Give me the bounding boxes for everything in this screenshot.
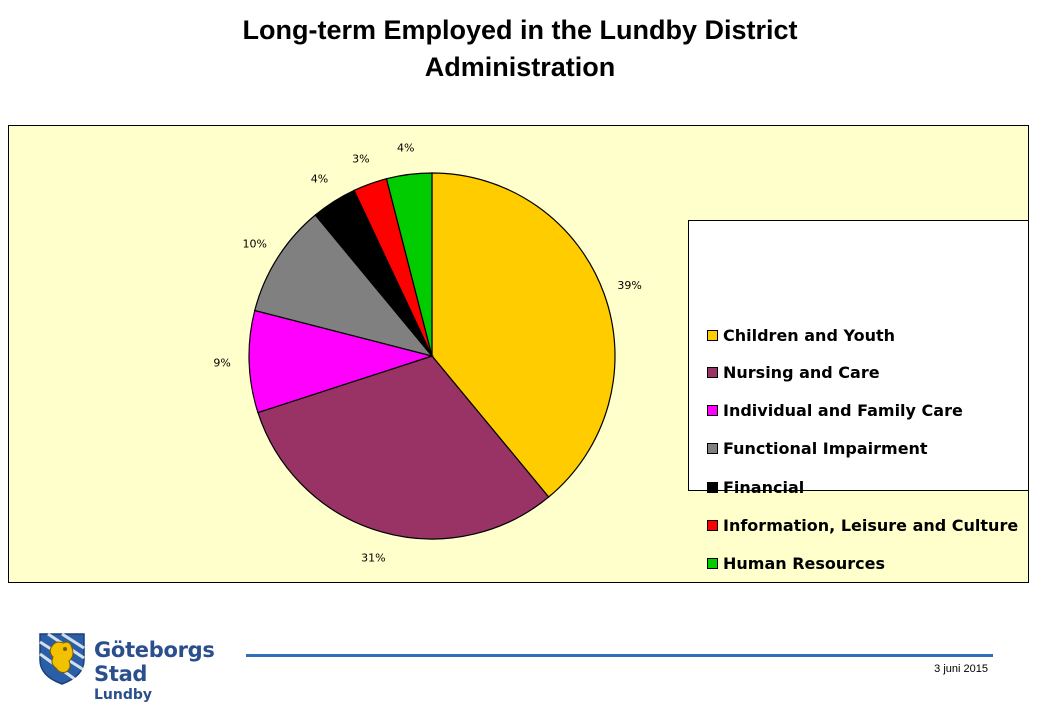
chart-title-line-2: Administration [424,52,616,82]
legend-label: Individual and Family Care [723,400,963,420]
legend-label: Nursing and Care [723,362,880,382]
legend-label: Information, Leisure and Culture [723,515,1019,535]
legend-swatch [707,404,718,416]
legend-swatch [707,557,718,569]
legend-item: Children and Youth [707,325,895,345]
logo-name: Göteborgs Stad [94,638,215,686]
legend-swatch [707,329,718,341]
pie-data-label: 3% [352,152,369,165]
legend-swatch [707,442,718,454]
pie-slice-nursing-and-care [257,355,550,540]
pie-slice-children-and-youth [431,172,616,498]
legend-item: Information, Leisure and Culture [707,515,1018,535]
plot-area: 39% 31% 9% 10% 4% 3% 4% Children and Youth Nur… [8,125,1029,583]
logo-subtitle: Lundby [94,687,153,703]
goteborgs-stad-logo: Göteborgs Stad Lundby [36,630,241,703]
pie-data-label: 4% [311,173,328,186]
pie-slice-individual-and-family-care [248,309,435,414]
footer-date: 3 juni 2015 [934,663,988,675]
legend-swatch [707,366,718,378]
pie-slice-functional-impairment [254,214,434,358]
legend-swatch [707,481,718,493]
pie-data-label: 39% [617,279,641,292]
chart-title-line-1: Long-term Employed in the Lundby Distric… [242,15,798,45]
pie-data-label: 10% [242,237,266,250]
legend-item: Individual and Family Care [707,400,963,420]
footer-divider [246,654,993,657]
pie-data-label: 9% [213,357,230,370]
legend-label: Children and Youth [723,325,896,345]
pie-data-label: 4% [397,142,414,155]
legend-item: Nursing and Care [707,362,880,382]
legend-label: Functional Impairment [723,438,928,458]
chart-title: Long-term Employed in the Lundby Distric… [0,12,1040,86]
legend-swatch [707,519,718,531]
legend-item: Human Resources [707,553,885,573]
pie-slice-human-resources [385,172,433,357]
legend-label: Financial [723,477,805,497]
pie-chart: 39% 31% 9% 10% 4% 3% 4% [213,142,641,565]
legend: Children and Youth Nursing and Care Indi… [688,220,1029,573]
legend-item: Functional Impairment [707,438,928,458]
legend-item: Financial [707,477,804,497]
city-crest-icon [39,632,85,685]
legend-label: Human Resources [723,553,886,573]
pie-data-label: 31% [361,552,385,565]
